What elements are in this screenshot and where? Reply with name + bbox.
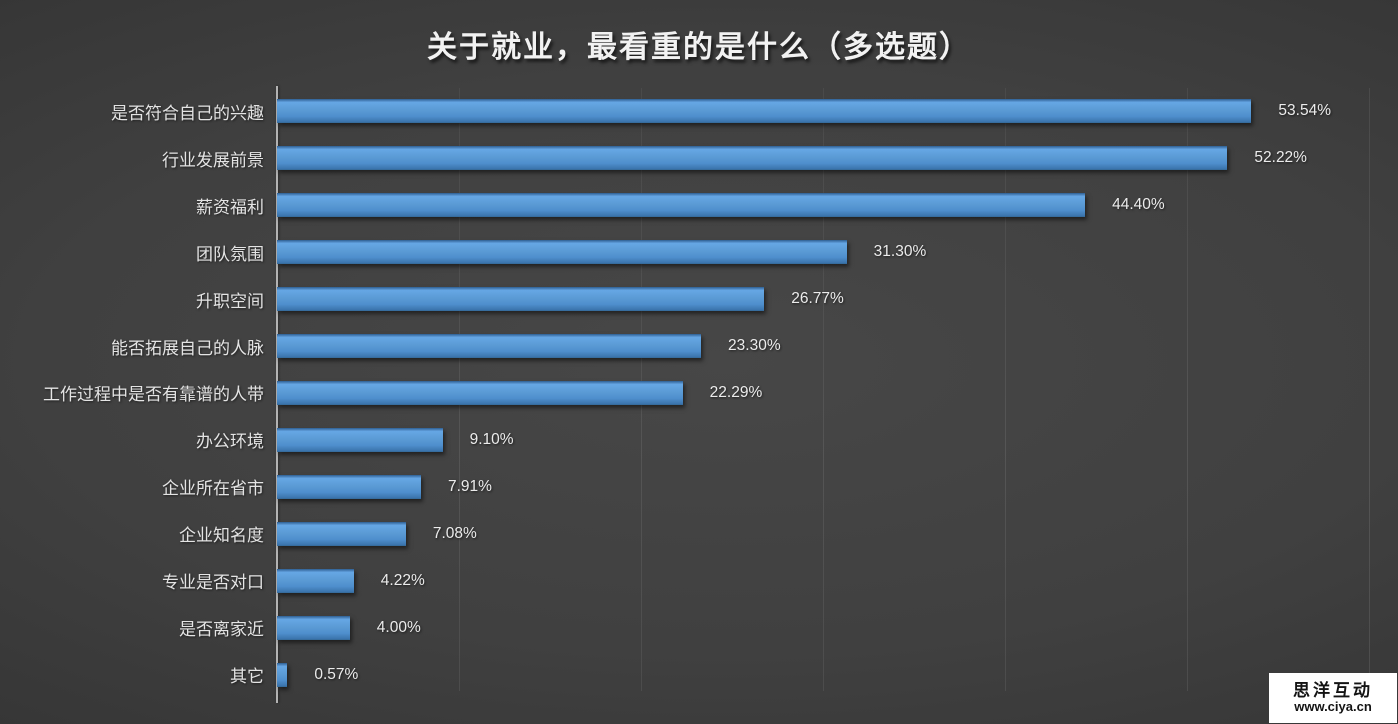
bar-area: 7.91% xyxy=(277,474,1369,499)
bar-rows: 是否符合自己的兴趣 53.54% 行业发展前景 52.22% 薪资福利 44.40% 团队氛… xyxy=(0,88,1398,698)
watermark-url: www.ciya.cn xyxy=(1294,699,1372,715)
category-label: 行业发展前景 xyxy=(162,150,264,170)
chart-row: 团队氛围 31.30% xyxy=(0,229,1398,276)
bar xyxy=(277,427,443,452)
bar xyxy=(277,334,702,359)
chart-row: 升职空间 26.77% xyxy=(0,276,1398,323)
watermark-brand: 思洋互动 xyxy=(1293,680,1373,700)
chart-row: 是否离家近 4.00% xyxy=(0,604,1398,651)
chart-row: 企业知名度 7.08% xyxy=(0,510,1398,557)
bar-area: 0.57% xyxy=(277,662,1369,687)
value-label: 0.57% xyxy=(314,665,359,683)
value-label: 52.22% xyxy=(1254,149,1307,167)
value-label: 22.29% xyxy=(709,383,763,401)
bar-area: 53.54% xyxy=(277,99,1369,124)
category-label: 工作过程中是否有靠谱的人带 xyxy=(43,385,264,405)
bar-area: 26.77% xyxy=(277,287,1369,312)
value-label: 4.22% xyxy=(380,571,425,589)
bar xyxy=(277,193,1086,218)
bar-area: 7.08% xyxy=(277,521,1369,546)
bar-area: 44.40% xyxy=(277,193,1369,218)
bar-chart: 是否符合自己的兴趣 53.54% 行业发展前景 52.22% 薪资福利 44.40% 团队氛… xyxy=(0,86,1398,703)
bar xyxy=(277,615,350,640)
category-label: 升职空间 xyxy=(196,291,264,311)
chart-row: 工作过程中是否有靠谱的人带 22.29% xyxy=(0,370,1398,417)
value-label: 7.91% xyxy=(447,477,492,495)
value-label: 31.30% xyxy=(873,243,927,261)
chart-row: 专业是否对口 4.22% xyxy=(0,557,1398,604)
bar xyxy=(277,287,765,312)
chart-row: 其它 0.57% xyxy=(0,651,1398,698)
bar xyxy=(277,662,288,687)
bar-area: 9.10% xyxy=(277,427,1369,452)
bar-area: 4.22% xyxy=(277,568,1369,593)
chart-row: 企业所在省市 7.91% xyxy=(0,463,1398,510)
chart-row: 薪资福利 44.40% xyxy=(0,182,1398,229)
value-label: 7.08% xyxy=(432,524,477,542)
value-label: 53.54% xyxy=(1278,102,1331,120)
chart-row: 能否拓展自己的人脉 23.30% xyxy=(0,323,1398,370)
category-label: 办公环境 xyxy=(196,432,264,452)
bar xyxy=(277,474,421,499)
bar xyxy=(277,240,847,265)
chart-row: 行业发展前景 52.22% xyxy=(0,135,1398,182)
bar-area: 4.00% xyxy=(277,615,1369,640)
category-label: 专业是否对口 xyxy=(162,573,264,593)
category-label: 企业知名度 xyxy=(179,526,264,546)
value-label: 23.30% xyxy=(728,337,781,355)
chart-row: 办公环境 9.10% xyxy=(0,416,1398,463)
bar-area: 31.30% xyxy=(277,240,1369,265)
value-label: 44.40% xyxy=(1112,196,1165,214)
bar-area: 23.30% xyxy=(277,334,1369,359)
chart-row: 是否符合自己的兴趣 53.54% xyxy=(0,88,1398,135)
bar-area: 22.29% xyxy=(277,380,1369,405)
category-label: 企业所在省市 xyxy=(162,479,264,499)
bar xyxy=(277,521,406,546)
category-label: 是否离家近 xyxy=(179,620,264,640)
bar xyxy=(277,380,683,405)
value-label: 4.00% xyxy=(376,618,421,636)
category-label: 能否拓展自己的人脉 xyxy=(111,338,264,358)
bar-area: 52.22% xyxy=(277,146,1369,171)
category-label: 是否符合自己的兴趣 xyxy=(111,103,264,123)
bar xyxy=(277,146,1228,171)
value-label: 26.77% xyxy=(791,290,844,308)
watermark: 思洋互动 www.ciya.cn xyxy=(1269,673,1397,723)
category-label: 薪资福利 xyxy=(196,197,264,217)
bar xyxy=(277,99,1252,124)
chart-title: 关于就业，最看重的是什么（多选题） xyxy=(427,31,971,64)
category-label: 其它 xyxy=(230,667,264,687)
value-label: 9.10% xyxy=(469,430,514,448)
category-label: 团队氛围 xyxy=(196,244,264,264)
bar xyxy=(277,568,354,593)
